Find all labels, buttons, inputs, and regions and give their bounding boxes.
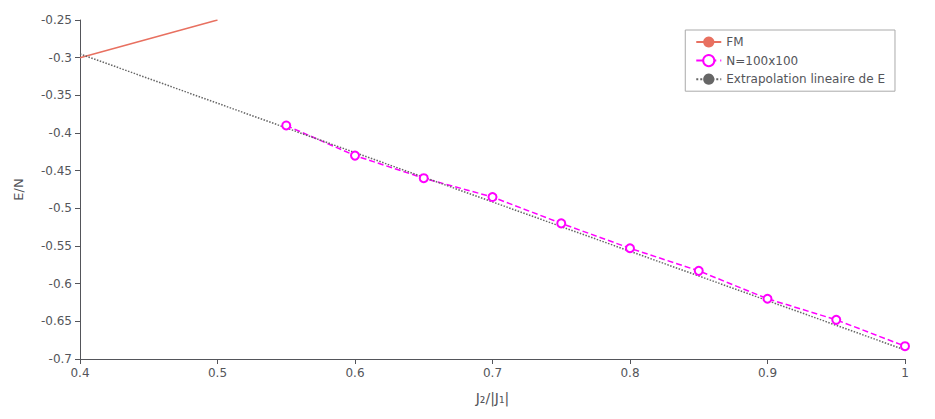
svg-text:-0.6: -0.6 <box>49 277 72 291</box>
svg-text:J₂/|J₁|: J₂/|J₁| <box>475 390 510 407</box>
svg-text:Extrapolation lineaire de E: Extrapolation lineaire de E <box>726 72 885 86</box>
svg-text:-0.5: -0.5 <box>49 201 72 215</box>
svg-text:-0.55: -0.55 <box>41 239 72 253</box>
svg-text:-0.3: -0.3 <box>49 51 72 65</box>
svg-text:-0.7: -0.7 <box>49 352 72 366</box>
svg-text:-0.65: -0.65 <box>41 314 72 328</box>
svg-text:0.8: 0.8 <box>620 366 639 380</box>
svg-text:0.7: 0.7 <box>483 366 502 380</box>
svg-text:-0.45: -0.45 <box>41 164 72 178</box>
svg-text:E/N: E/N <box>11 178 26 200</box>
svg-text:-0.4: -0.4 <box>49 126 72 140</box>
svg-text:-0.25: -0.25 <box>41 13 72 27</box>
svg-text:0.4: 0.4 <box>70 366 89 380</box>
svg-text:0.6: 0.6 <box>345 366 364 380</box>
svg-text:N=100x100: N=100x100 <box>726 54 798 68</box>
svg-text:FM: FM <box>726 35 743 49</box>
svg-text:0.9: 0.9 <box>758 366 777 380</box>
svg-text:1: 1 <box>901 366 909 380</box>
svg-text:0.5: 0.5 <box>208 366 227 380</box>
svg-text:-0.35: -0.35 <box>41 88 72 102</box>
